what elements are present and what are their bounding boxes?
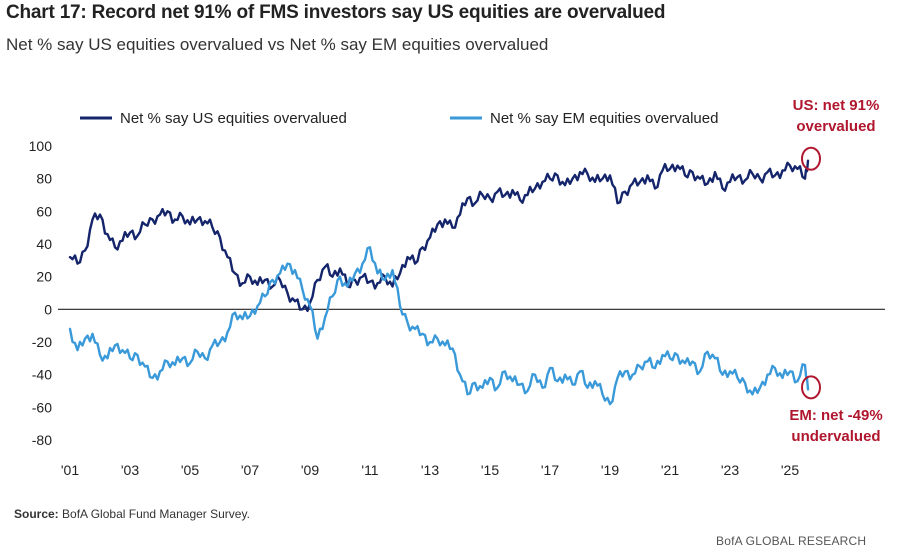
source-note: Source: BofA Global Fund Manager Survey.: [14, 507, 250, 521]
source-label: Source:: [14, 507, 59, 521]
x-tick-label: '15: [481, 462, 499, 478]
annotation-label: US: net 91%: [793, 97, 880, 114]
us-equities-series-line: [68, 159, 810, 313]
chart-subtitle: Net % say US equities overvalued vs Net …: [6, 35, 549, 54]
y-tick-label: 0: [44, 301, 52, 317]
y-tick-label: 100: [29, 138, 53, 154]
y-tick-label: -80: [32, 432, 52, 448]
y-tick-label: 80: [36, 171, 52, 187]
x-tick-label: '13: [421, 462, 439, 478]
x-tick-label: '01: [61, 462, 79, 478]
y-tick-label: -60: [32, 399, 52, 415]
em-equities-series-line: [68, 246, 810, 406]
annotation-label: undervalued: [791, 428, 880, 445]
brand-label: BofA GLOBAL RESEARCH: [716, 534, 867, 548]
chart-title: Chart 17: Record net 91% of FMS investor…: [6, 2, 666, 23]
line-chart: 100 80 60 40 20 0 -20 -40 -60 -80 '01 '03 '05 '07 '09 '…: [29, 97, 885, 478]
x-tick-label: '17: [541, 462, 559, 478]
legend-entry: Net % say US equities overvalued: [120, 110, 347, 127]
x-tick-label: '19: [601, 462, 619, 478]
y-tick-label: 60: [36, 203, 52, 219]
x-tick-label: '03: [121, 462, 139, 478]
x-tick-label: '21: [661, 462, 679, 478]
x-tick-label: '11: [361, 462, 378, 478]
source-text: BofA Global Fund Manager Survey.: [62, 507, 250, 521]
x-tick-label: '25: [781, 462, 799, 478]
annotation-circle: [801, 146, 821, 171]
y-tick-label: 40: [36, 236, 52, 252]
annotation-label: overvalued: [796, 118, 875, 135]
annotation-label: EM: net -49%: [789, 407, 882, 424]
x-tick-label: '05: [181, 462, 199, 478]
annotation-circle: [801, 375, 821, 400]
x-tick-label: '07: [241, 462, 259, 478]
y-tick-label: -20: [32, 334, 52, 350]
y-tick-label: -40: [32, 367, 52, 383]
x-tick-label: '23: [721, 462, 739, 478]
x-tick-label: '09: [301, 462, 319, 478]
y-tick-label: 20: [36, 269, 52, 285]
legend-entry: Net % say EM equities overvalued: [490, 110, 718, 127]
